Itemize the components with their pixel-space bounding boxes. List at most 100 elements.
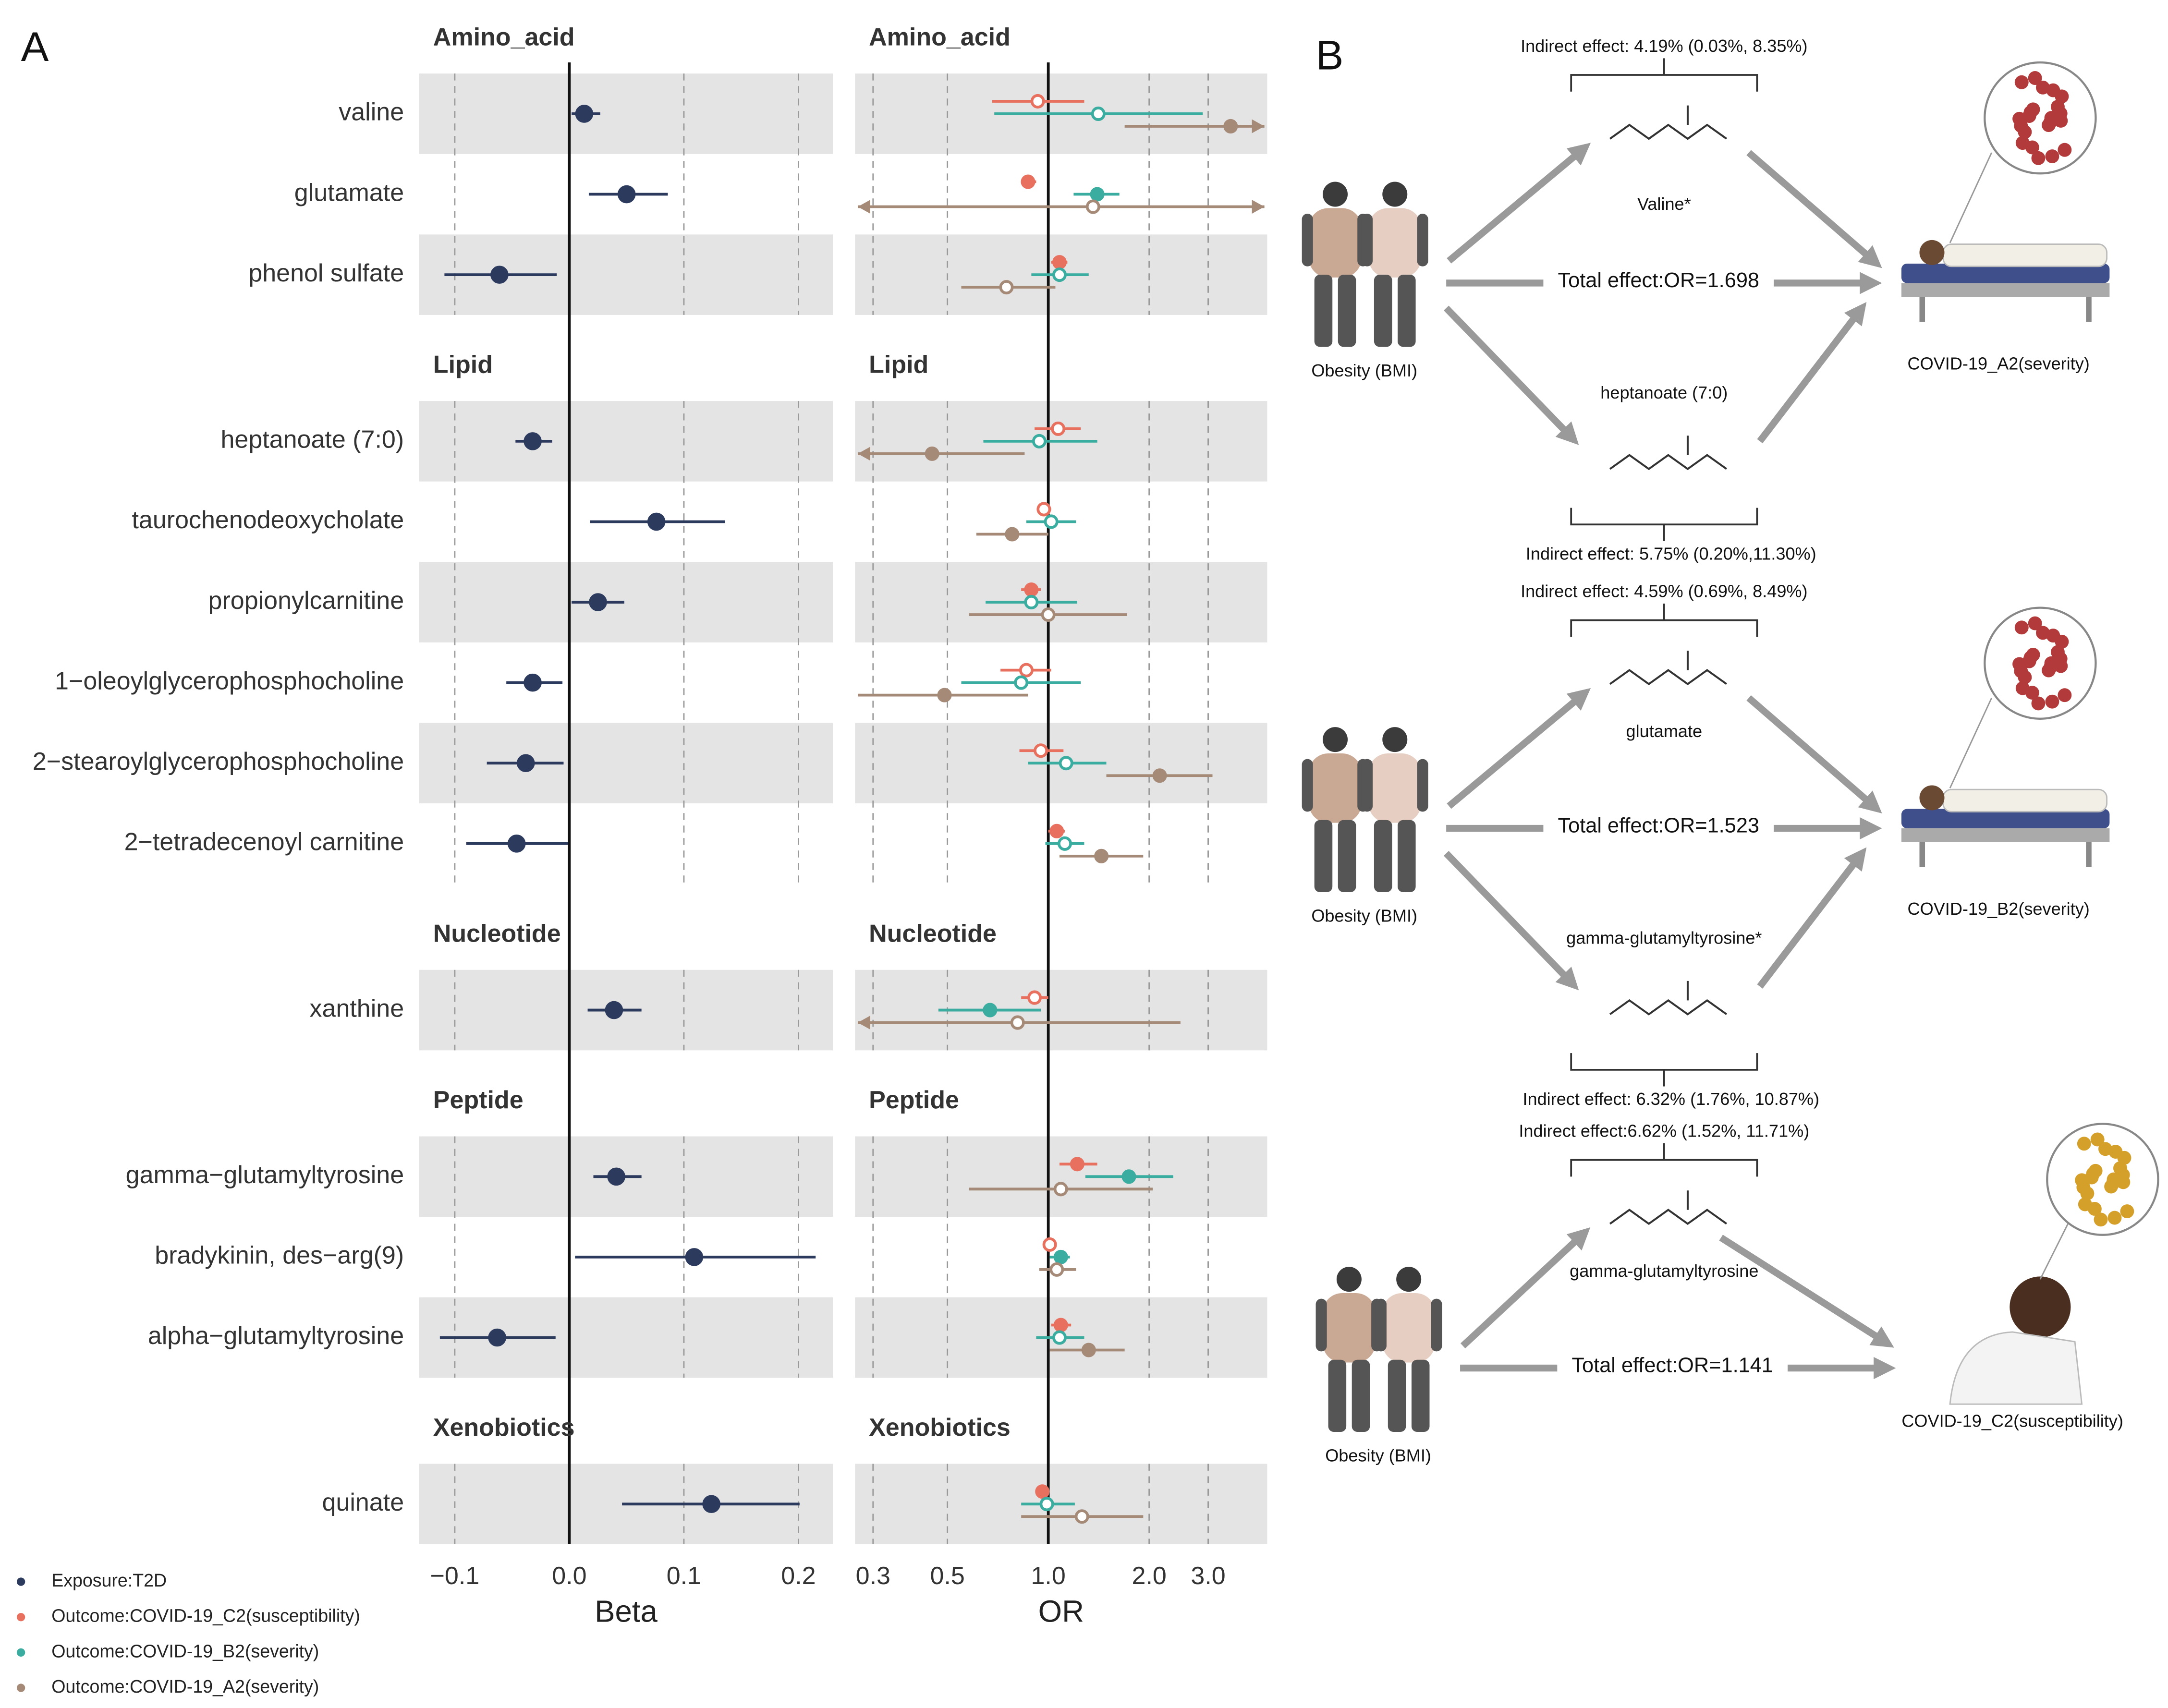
virus-particle bbox=[2042, 118, 2056, 132]
bracket bbox=[1570, 58, 1758, 92]
virus-particle bbox=[2078, 1197, 2092, 1211]
indirect-effect: Indirect effect: 4.19% (0.03%, 8.35%) bbox=[1521, 36, 1807, 56]
estimate-point bbox=[575, 105, 594, 123]
arrow bbox=[1447, 688, 1591, 809]
category-label: xanthine bbox=[310, 994, 404, 1022]
indirect-effect: Indirect effect: 6.32% (1.76%, 10.87%) bbox=[1522, 1089, 1819, 1109]
estimate-point bbox=[1030, 94, 1045, 109]
icon-head bbox=[1336, 1267, 1362, 1292]
patient-head bbox=[1919, 240, 1945, 265]
virus-particle bbox=[2055, 634, 2069, 649]
legend-label: Exposure:T2D bbox=[51, 1570, 167, 1590]
virus-particle bbox=[2015, 136, 2030, 150]
outcome-label: COVID-19_A2(severity) bbox=[1908, 353, 2090, 373]
icon-body bbox=[1368, 208, 1422, 278]
mediator-label: gamma-glutamyltyrosine* bbox=[1566, 928, 1762, 948]
estimate-point bbox=[1085, 199, 1100, 214]
mediator-label: glutamate bbox=[1626, 721, 1703, 741]
x-tick-label: 3.0 bbox=[1191, 1562, 1225, 1590]
bracket bbox=[1570, 508, 1758, 541]
arrow bbox=[1746, 150, 1882, 268]
estimate-point bbox=[1024, 582, 1039, 597]
icon-arm bbox=[1375, 1298, 1387, 1352]
bed-blanket bbox=[1942, 243, 2108, 267]
category-label: 1−oleoylglycerophosphocholine bbox=[55, 667, 404, 695]
estimate-point bbox=[1091, 106, 1106, 121]
group-title: Amino_acid bbox=[433, 24, 575, 51]
ci-arrow bbox=[1252, 200, 1265, 214]
icon-leg bbox=[1314, 275, 1333, 347]
icon-leg bbox=[1374, 820, 1392, 892]
arrow bbox=[1757, 847, 1867, 989]
arrow bbox=[1757, 302, 1867, 444]
estimate-point bbox=[1041, 607, 1056, 622]
icon-head bbox=[1382, 182, 1408, 207]
virus-particle bbox=[2026, 102, 2040, 117]
icon-head bbox=[1322, 727, 1348, 752]
total-effect: Total effect:OR=1.698 bbox=[1558, 269, 1760, 292]
arrow bbox=[1460, 1227, 1591, 1349]
bed-blanket bbox=[1942, 788, 2108, 812]
group-title: Lipid bbox=[869, 351, 928, 379]
icon-body bbox=[1322, 1293, 1376, 1363]
mediator-label: gamma-glutamyltyrosine bbox=[1570, 1261, 1758, 1281]
group-title: Nucleotide bbox=[433, 920, 561, 947]
x-tick-label: 1.0 bbox=[1031, 1562, 1066, 1590]
estimate-point bbox=[507, 835, 526, 853]
bracket bbox=[1570, 603, 1758, 637]
x-tick-label: 0.5 bbox=[930, 1562, 964, 1590]
estimate-point bbox=[1024, 595, 1039, 610]
legend-label: Outcome:COVID-19_C2(susceptibility) bbox=[51, 1606, 360, 1626]
mediator-label: heptanoate (7:0) bbox=[1600, 383, 1728, 402]
callout bbox=[1949, 152, 1993, 243]
virus-particle bbox=[2042, 663, 2056, 678]
estimate-point bbox=[524, 673, 542, 692]
row-band bbox=[419, 401, 833, 482]
estimate-point bbox=[647, 512, 666, 531]
ci-arrow bbox=[1252, 119, 1265, 133]
molecule bbox=[1609, 105, 1728, 140]
estimate-point bbox=[983, 1003, 998, 1018]
icon-leg bbox=[1352, 1359, 1370, 1432]
estimate-point bbox=[1032, 434, 1047, 448]
estimate-point bbox=[1052, 267, 1067, 282]
arrow bbox=[1719, 1235, 1894, 1348]
estimate-point bbox=[1121, 1169, 1136, 1184]
group-title: Amino_acid bbox=[869, 24, 1011, 51]
callout bbox=[2039, 1223, 2069, 1280]
outcome-label: COVID-19_B2(severity) bbox=[1908, 899, 2090, 919]
icon-arm bbox=[1417, 213, 1428, 266]
patient-head bbox=[1919, 785, 1945, 811]
estimate-point bbox=[1044, 514, 1059, 529]
estimate-point bbox=[617, 185, 636, 204]
category-label: 2−stearoylglycerophosphocholine bbox=[33, 748, 404, 775]
patient-body bbox=[1949, 1331, 2083, 1405]
category-label: propionylcarnitine bbox=[208, 587, 404, 615]
estimate-point bbox=[685, 1248, 704, 1266]
virus-particle bbox=[2058, 143, 2072, 157]
estimate-point bbox=[1053, 1318, 1068, 1332]
x-tick-label: −0.1 bbox=[430, 1562, 480, 1590]
ci-arrow bbox=[858, 447, 871, 461]
estimate-point bbox=[999, 280, 1014, 295]
mediator-label: Valine* bbox=[1637, 194, 1691, 214]
estimate-point bbox=[1053, 1182, 1068, 1197]
callout bbox=[1949, 697, 1993, 788]
group-title: Nucleotide bbox=[869, 920, 997, 947]
virus-particle bbox=[2028, 71, 2042, 85]
panel-label: A bbox=[21, 24, 49, 70]
icon-arm bbox=[1302, 213, 1313, 266]
virus-particle bbox=[2120, 1204, 2134, 1219]
x-tick-label: 0.1 bbox=[667, 1562, 701, 1590]
estimate-point bbox=[1094, 848, 1109, 863]
icon-arm bbox=[1302, 759, 1313, 812]
virus-particle bbox=[2077, 1137, 2091, 1151]
estimate-point bbox=[1021, 174, 1035, 189]
virus-particle bbox=[2031, 696, 2046, 711]
estimate-point bbox=[516, 754, 535, 773]
total-effect: Total effect:OR=1.141 bbox=[1571, 1354, 1773, 1377]
category-label: alpha−glutamyltyrosine bbox=[148, 1322, 404, 1350]
estimate-point bbox=[1035, 1484, 1050, 1499]
estimate-point bbox=[1070, 1157, 1084, 1172]
